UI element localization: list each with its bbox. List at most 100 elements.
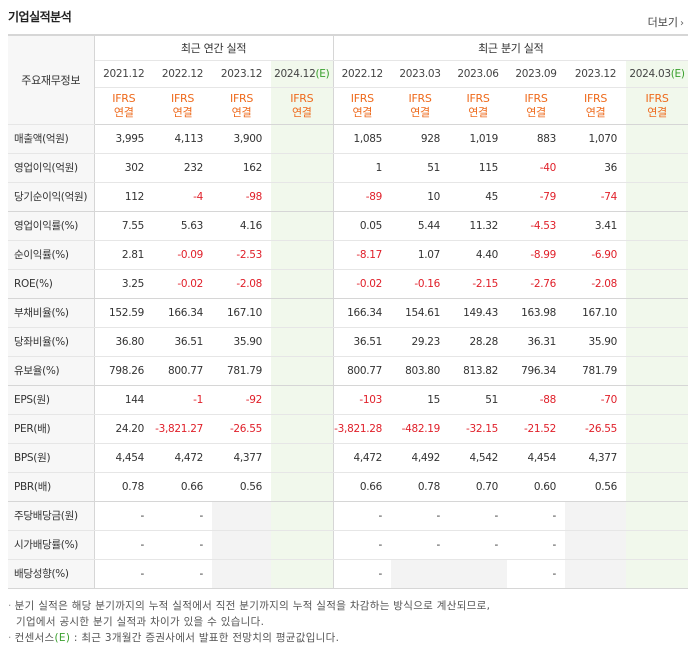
value-cell [449, 559, 508, 589]
value-cell: -40 [507, 153, 566, 183]
value-cell: 781.79 [565, 356, 627, 386]
value-cell: 3,900 [212, 124, 271, 154]
row-label: 당기순이익(억원) [8, 182, 95, 212]
value-cell [626, 298, 689, 328]
value-cell: 166.34 [332, 298, 392, 328]
more-link[interactable]: 더보기 › [648, 14, 684, 30]
ifrs-label: IFRS 연결 [94, 87, 153, 125]
value-cell: - [153, 559, 212, 589]
ifrs-consolidated: 연결 [352, 105, 373, 119]
ifrs-consolidated: 연결 [468, 105, 488, 119]
ifrs-consolidated: 연결 [113, 105, 134, 119]
value-cell [271, 530, 334, 560]
value-cell: -26.55 [212, 414, 271, 444]
value-cell: 928 [391, 124, 450, 154]
row-label: 순이익률(%) [8, 240, 95, 270]
ifrs-label: IFRS 연결 [332, 87, 392, 125]
value-cell: 1,019 [449, 124, 508, 154]
value-cell: -2.08 [565, 269, 627, 299]
value-cell [626, 356, 689, 386]
value-cell: 167.10 [212, 298, 271, 328]
table-row: PER(배) 24.20 -3,821.27 -26.55 -3,821.28 -482.… [8, 414, 689, 444]
value-cell: 36.51 [332, 327, 392, 357]
value-cell: 0.66 [332, 472, 392, 502]
value-cell: - [332, 530, 392, 560]
footnotes: · 분기 실적은 해당 분기까지의 누적 실적에서 직전 분기까지의 누적 실적을… [8, 600, 491, 644]
ifrs-standard: IFRS [171, 91, 194, 105]
note-line-3-prefix: 컨센서스 [14, 632, 55, 644]
value-cell: 45 [449, 182, 508, 212]
value-cell: 0.60 [507, 472, 566, 502]
ifrs-standard: IFRS [584, 91, 608, 105]
row-label: 배당성향(%) [8, 559, 95, 589]
table-row: 배당성향(%) - - - - [8, 559, 689, 589]
ifrs-consolidated: 연결 [526, 105, 546, 119]
period-header: 2024.12(E) [271, 60, 334, 88]
value-cell: 0.56 [212, 472, 271, 502]
value-cell: 51 [449, 385, 508, 415]
value-cell: -21.52 [507, 414, 566, 444]
value-cell: 0.70 [449, 472, 508, 502]
value-cell: - [507, 530, 566, 560]
value-cell: -103 [332, 385, 392, 415]
period-label: 2023.12 [574, 67, 617, 80]
value-cell: 36.31 [507, 327, 566, 357]
value-cell [271, 240, 334, 270]
value-cell: 149.43 [449, 298, 508, 328]
value-cell: 3.25 [94, 269, 153, 299]
value-cell: 4,454 [94, 443, 153, 473]
table-row: 영업이익(억원) 302 232 162 1 51 115 -40 36 [8, 153, 689, 183]
ifrs-standard: IFRS [350, 91, 374, 105]
annual-header: 최근 연간 실적 [94, 35, 334, 61]
value-cell: 115 [449, 153, 508, 183]
table-row: 당좌비율(%) 36.80 36.51 35.90 36.51 29.23 28.28 36.… [8, 327, 689, 357]
note-line-1: 분기 실적은 해당 분기까지의 누적 실적에서 직전 분기까지의 누적 실적을 … [14, 600, 491, 612]
corner-label: 주요재무정보 [8, 35, 95, 125]
value-cell [565, 559, 627, 589]
table-row: EPS(원) 144 -1 -92 -103 15 51 -88 -70 [8, 385, 689, 415]
table-row: BPS(원) 4,454 4,472 4,377 4,472 4,492 4,542 4,45… [8, 443, 689, 473]
value-cell: 4.40 [449, 240, 508, 270]
value-cell: 7.55 [94, 211, 153, 241]
value-cell: -4 [153, 182, 212, 212]
value-cell: -88 [507, 385, 566, 415]
value-cell: 4,472 [153, 443, 212, 473]
value-cell [212, 501, 271, 531]
value-cell: - [391, 501, 450, 531]
value-cell: 0.56 [565, 472, 627, 502]
value-cell: 798.26 [94, 356, 153, 386]
period-header: 2024.03(E) [626, 60, 689, 88]
ifrs-standard: IFRS [524, 91, 548, 105]
period-header: 2023.12 [212, 60, 271, 88]
value-cell [271, 124, 334, 154]
period-label: 2024.12 [274, 67, 316, 80]
value-cell: 24.20 [94, 414, 153, 444]
value-cell [271, 356, 334, 386]
value-cell: 4,454 [507, 443, 566, 473]
value-cell [271, 501, 334, 531]
value-cell: - [332, 501, 392, 531]
value-cell: 1.07 [391, 240, 450, 270]
value-cell: -6.90 [565, 240, 627, 270]
period-label: 2023.06 [457, 67, 499, 80]
value-cell [565, 501, 627, 531]
table-row: 영업이익률(%) 7.55 5.63 4.16 0.05 5.44 11.32 -4.53 3.… [8, 211, 689, 241]
value-cell: 162 [212, 153, 271, 183]
value-cell: 154.61 [391, 298, 450, 328]
value-cell: - [94, 501, 153, 531]
table-row: 당기순이익(억원) 112 -4 -98 -89 10 45 -79 -74 [8, 182, 689, 212]
quarter-header: 최근 분기 실적 [332, 35, 689, 61]
value-cell: 163.98 [507, 298, 566, 328]
value-cell [271, 298, 334, 328]
value-cell: 10 [391, 182, 450, 212]
value-cell [626, 530, 689, 560]
value-cell [626, 269, 689, 299]
value-cell: - [153, 501, 212, 531]
ifrs-standard: IFRS [466, 91, 490, 105]
value-cell: -8.17 [332, 240, 392, 270]
value-cell: -4.53 [507, 211, 566, 241]
value-cell: 28.28 [449, 327, 508, 357]
value-cell: 232 [153, 153, 212, 183]
value-cell: 0.78 [391, 472, 450, 502]
estimate-mark: (E) [315, 67, 330, 80]
